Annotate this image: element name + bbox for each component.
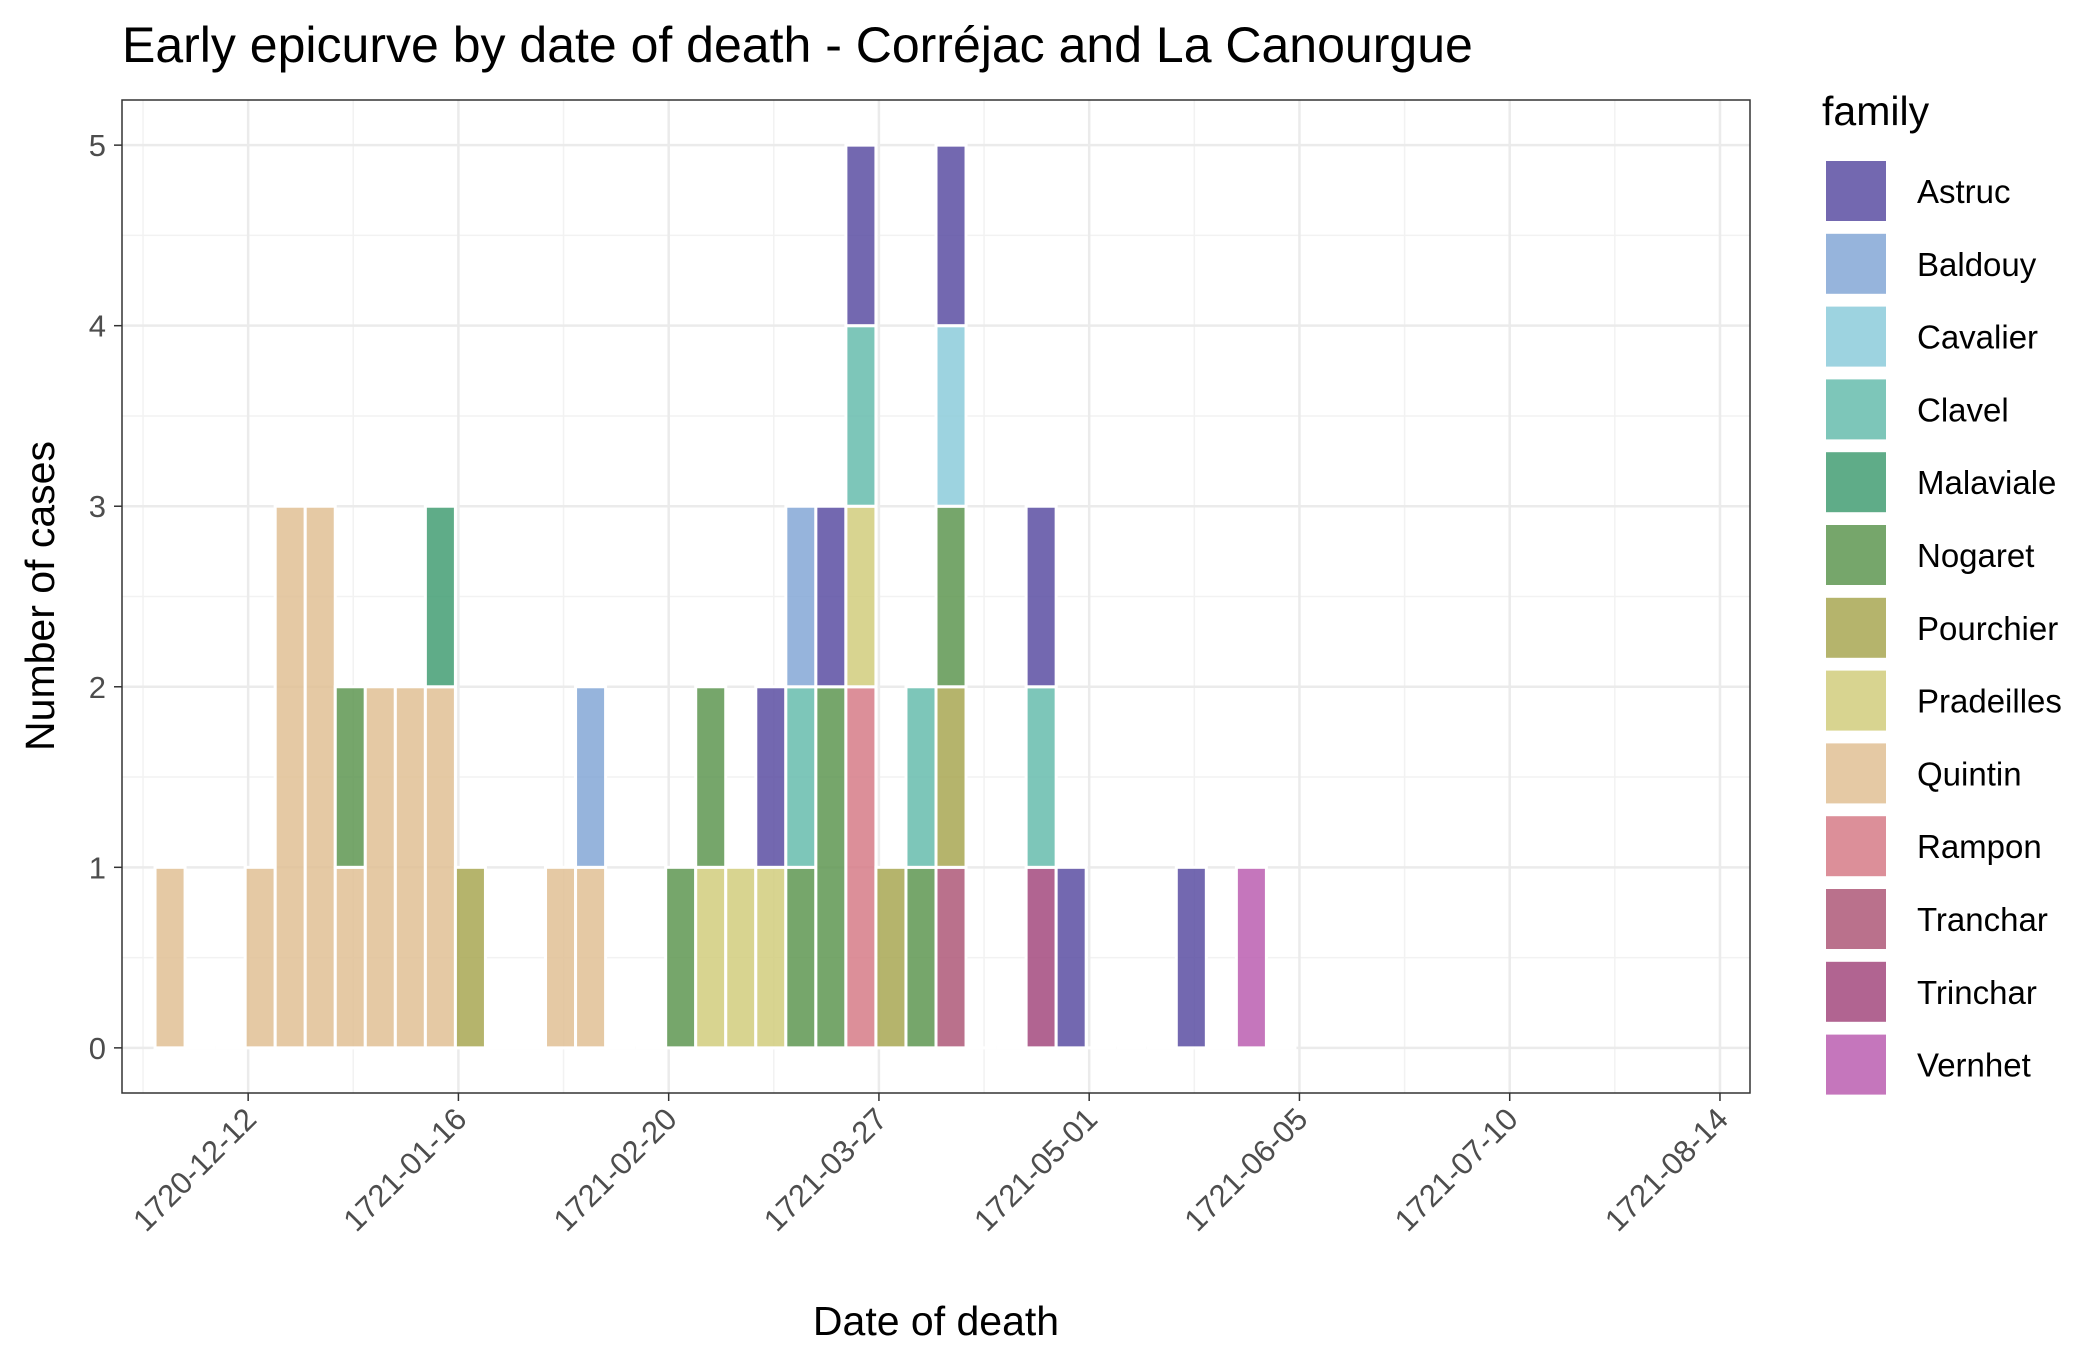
legend-key-pourchier	[1824, 595, 1888, 660]
legend-items: Astruc Baldouy Cavalier Clavel Malaviale Noga…	[1824, 159, 2062, 1097]
bar-segment-astruc	[1024, 504, 1058, 689]
bar-segment-quintin	[243, 865, 277, 1050]
bar-segment-quintin	[273, 504, 307, 1050]
bar-segment-trinchar	[1024, 865, 1058, 1050]
bar-segment-tranchar	[934, 865, 968, 1050]
bar-segment-vernhet	[1234, 865, 1268, 1050]
bar-segment-clavel	[1024, 685, 1058, 869]
bar-segment-nogaret	[934, 504, 968, 689]
bar-segment-clavel	[904, 685, 938, 869]
bar-segment-nogaret	[904, 865, 938, 1050]
bar-segment-quintin	[333, 865, 367, 1050]
legend-label: Baldouy	[1917, 246, 2037, 283]
bar-segment-quintin	[393, 685, 427, 1050]
y-tick-label: 2	[89, 670, 106, 705]
legend-key-astruc	[1824, 159, 1888, 223]
bar-segment-baldouy	[784, 504, 818, 689]
y-axis-title: Number of cases	[17, 441, 63, 751]
legend-key-tranchar	[1824, 887, 1888, 951]
bar-segment-astruc	[814, 504, 848, 689]
y-tick-label: 0	[89, 1031, 106, 1066]
legend-key-malaviale	[1824, 450, 1888, 515]
legend-label: Trinchar	[1917, 974, 2037, 1011]
bar-segment-pourchier	[934, 685, 968, 869]
legend-label: Tranchar	[1917, 901, 2048, 938]
bar-segment-pradeilles	[754, 865, 788, 1050]
legend-label: Quintin	[1917, 755, 2022, 792]
bar-segment-baldouy	[574, 685, 608, 869]
bar-segment-pourchier	[874, 865, 908, 1050]
bar-segment-quintin	[153, 865, 187, 1050]
legend-key-cavalier	[1824, 304, 1888, 369]
bar-segment-quintin	[363, 685, 397, 1050]
bar-segment-quintin	[574, 865, 608, 1050]
legend-label: Pourchier	[1917, 610, 2058, 647]
bar-segment-pourchier	[453, 865, 487, 1050]
bar-segment-astruc	[1174, 865, 1208, 1050]
legend: family Astruc Baldouy Cavalier Clavel Malavi…	[1822, 88, 2062, 1097]
y-tick-label: 3	[89, 489, 106, 524]
legend-key-pradeilles	[1824, 668, 1888, 733]
legend-label: Clavel	[1917, 391, 2009, 428]
bar-segment-nogaret	[814, 685, 848, 1050]
bar-segment-pradeilles	[724, 865, 758, 1050]
legend-key-clavel	[1824, 377, 1888, 442]
bar-segment-astruc	[754, 685, 788, 869]
bar-segment-quintin	[423, 685, 457, 1050]
legend-label: Pradeilles	[1917, 683, 2062, 720]
legend-key-baldouy	[1824, 231, 1888, 296]
y-tick-label: 4	[89, 309, 106, 344]
legend-key-rampon	[1824, 814, 1888, 879]
x-axis-title: Date of death	[813, 1298, 1059, 1344]
bar-segment-astruc	[934, 143, 968, 328]
legend-label: Nogaret	[1917, 537, 2034, 574]
bar-segment-malaviale	[423, 504, 457, 689]
legend-key-nogaret	[1824, 523, 1888, 587]
legend-key-quintin	[1824, 741, 1888, 806]
legend-key-vernhet	[1824, 1032, 1888, 1097]
legend-label: Rampon	[1917, 828, 2042, 865]
bar-segment-astruc	[1054, 865, 1088, 1050]
bar-segment-clavel	[844, 324, 878, 508]
bar-segment-quintin	[544, 865, 578, 1050]
bar-segment-cavalier	[934, 324, 968, 508]
legend-label: Malaviale	[1917, 464, 2056, 501]
bar-segment-pradeilles	[694, 865, 728, 1050]
bars	[153, 143, 1297, 1050]
legend-label: Astruc	[1917, 173, 2011, 210]
bar-segment-pradeilles	[844, 504, 878, 689]
y-tick-label: 1	[89, 850, 106, 885]
bar-segment-nogaret	[664, 865, 698, 1050]
legend-key-trinchar	[1824, 959, 1888, 1024]
bar-segment-nogaret	[694, 685, 728, 869]
y-tick-label: 5	[89, 128, 106, 163]
panel-border	[121, 99, 1751, 1094]
bar-segment-clavel	[784, 685, 818, 869]
bar-segment-quintin	[303, 504, 337, 1050]
y-axis: 0 1 2 3 4 5	[89, 128, 122, 1066]
bar-segment-rampon	[844, 685, 878, 1050]
chart-title: Early epicurve by date of death - Corréj…	[122, 17, 1473, 73]
plot-panel	[121, 99, 1751, 1094]
legend-label: Cavalier	[1917, 319, 2038, 356]
bar-segment-nogaret	[333, 685, 367, 869]
legend-label: Vernhet	[1917, 1047, 2031, 1084]
bar-segment-nogaret	[784, 865, 818, 1050]
bar-segment-astruc	[844, 143, 878, 328]
legend-title: family	[1822, 88, 1930, 134]
